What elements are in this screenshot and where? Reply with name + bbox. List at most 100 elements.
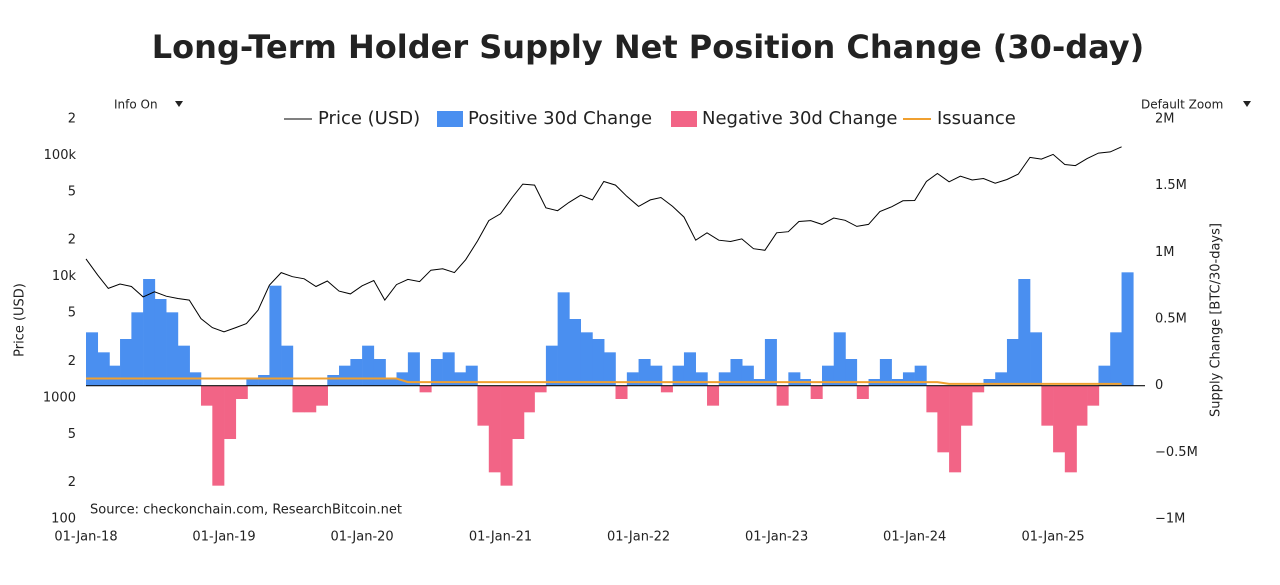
supply-bar [407,352,420,386]
supply-bar [454,372,467,386]
supply-bar [810,385,823,399]
supply-bar [1006,339,1019,386]
x-tick-label: 01-Jan-24 [883,530,946,545]
supply-bar [212,385,225,486]
x-tick-label: 01-Jan-19 [192,530,255,545]
supply-bar [902,372,915,386]
x-tick-label: 01-Jan-18 [54,530,117,545]
source-note: Source: checkonchain.com, ResearchBitcoi… [90,503,402,518]
supply-bar [972,385,985,393]
supply-bar [914,365,927,386]
y-axis-title: Price (USD) [13,283,28,357]
y2-tick-label: 1M [1155,245,1175,260]
y-tick-label: 5 [68,427,76,442]
supply-bar [350,359,363,386]
supply-bar [1098,365,1111,386]
dropdown-label[interactable]: Info On [114,98,158,112]
supply-bar [384,379,397,386]
x-tick-label: 01-Jan-20 [330,530,393,545]
supply-bar [822,365,835,386]
supply-bar [1018,279,1031,386]
dropdown-box[interactable] [107,92,190,117]
supply-bar [1121,272,1134,386]
supply-bar [683,352,696,386]
zoom-dropdown[interactable]: Default Zoom [1133,92,1263,117]
supply-bar [856,385,869,399]
supply-bar [1087,385,1100,406]
supply-bar [960,385,973,426]
supply-bar [1110,332,1123,386]
supply-bar [615,385,628,399]
y-tick-label: 5 [68,306,76,321]
supply-bar [776,385,789,406]
supply-bar [626,372,639,386]
y2-axis-title: Supply Change [BTC/30-days] [1209,223,1224,417]
dropdown-box[interactable] [1133,92,1263,117]
legend-label: Issuance [937,108,1016,129]
dropdown-arrow[interactable] [175,101,183,107]
supply-bar [788,372,801,386]
y-tick-label: 100 [51,512,76,527]
supply-bar [1030,332,1043,386]
legend-label: Positive 30d Change [468,108,652,129]
supply-bar [373,359,386,386]
supply-bar [315,385,328,406]
info-dropdown[interactable]: Info On [107,92,190,117]
legend-item: Price (USD) [284,108,420,129]
supply-bar [362,345,375,386]
y-tick-label: 2 [68,354,76,369]
supply-bar [660,385,673,393]
supply-bar [730,359,743,386]
supply-bar [512,385,525,439]
y-tick-label: 2 [68,233,76,248]
supply-bar [741,365,754,386]
supply-bar [177,345,190,386]
y-tick-label: 100k [44,148,77,163]
supply-bar [86,332,99,386]
legend-item: Negative 30d Change [671,108,897,129]
y-tick-label: 10k [52,269,77,284]
legend-label: Price (USD) [318,108,420,129]
dropdown-label[interactable]: Default Zoom [1141,98,1223,112]
supply-bar [592,339,605,386]
supply-bar [949,385,962,473]
supply-bar [557,292,570,386]
supply-bar [718,372,731,386]
supply-bar [269,285,282,386]
y2-tick-label: 0 [1155,378,1163,393]
legend-swatch [437,111,463,127]
supply-bar [327,375,340,386]
x-tick-label: 01-Jan-22 [607,530,670,545]
dropdown-arrow[interactable] [1243,101,1251,107]
supply-bar [833,332,846,386]
x-tick-label: 01-Jan-23 [745,530,808,545]
supply-bar [258,375,271,386]
legend-swatch [671,111,697,127]
legend-item: Positive 30d Change [437,108,652,129]
x-tick-label: 01-Jan-25 [1021,530,1084,545]
y-tick-label: 2 [68,112,76,127]
supply-bar [304,385,317,413]
supply-bar [465,365,478,386]
supply-bar [926,385,939,413]
supply-bar [488,385,501,473]
supply-bar [522,385,535,413]
supply-bar [339,365,352,386]
supply-bar [200,385,214,406]
supply-bar [143,279,156,386]
supply-bar [1041,385,1054,426]
y2-tick-label: −0.5M [1155,445,1198,460]
y2-tick-label: −1M [1155,512,1185,527]
supply-bar [224,385,237,439]
y-tick-label: 2 [68,475,76,490]
legend-label: Negative 30d Change [702,108,897,129]
supply-bar [235,385,248,399]
supply-bar [281,345,294,386]
legend-item: Issuance [903,108,1016,129]
supply-bar [97,352,110,386]
supply-bar [534,385,547,393]
supply-bar [580,332,593,386]
plot-area [85,146,1145,486]
supply-bar [108,365,121,386]
